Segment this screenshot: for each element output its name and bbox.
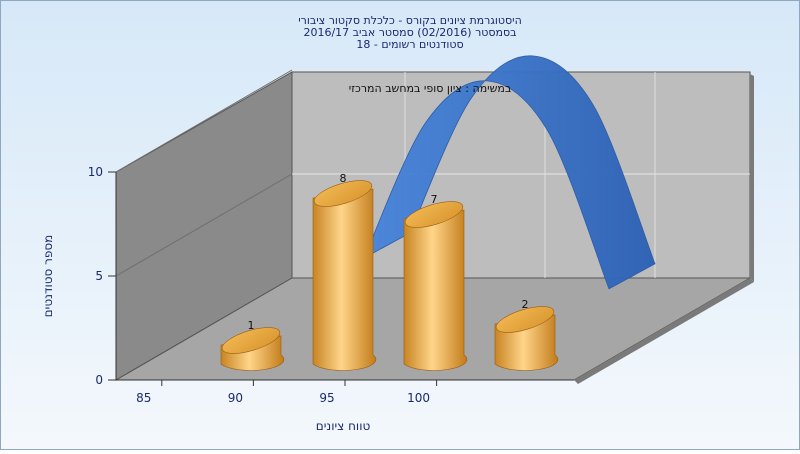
x-tick-label: 85 — [136, 391, 151, 405]
bar-value-label: 1 — [248, 319, 255, 332]
bar-8 — [312, 188, 377, 371]
back-wall-edge — [750, 74, 754, 282]
x-tick-label: 90 — [228, 391, 243, 405]
title-line-3: סטודנטים רשומים - 18 — [356, 38, 463, 51]
y-axis-label: מספר סטודנטים — [41, 235, 55, 318]
bar-value-label: 8 — [340, 172, 347, 185]
grid-depth-line — [115, 173, 293, 277]
bar-cap — [404, 201, 464, 228]
y-axis: 0 5 10 — [88, 165, 117, 387]
bar-value-label: 2 — [522, 298, 529, 311]
trend-ribbon — [363, 55, 656, 290]
title-line-1: היסטוגרמת ציונים בקורס - כלכלת סקטור ציב… — [298, 14, 522, 27]
bar-cap — [313, 180, 373, 207]
x-axis-label: טווח ציונים — [316, 419, 371, 433]
bar-value-label: 7 — [431, 193, 438, 206]
bar-cap — [221, 327, 281, 354]
bar-7 — [403, 209, 468, 371]
floor-edge — [574, 278, 754, 384]
bar-cap — [495, 306, 555, 333]
y-tick-label: 5 — [95, 269, 103, 283]
y-tick-label: 10 — [88, 165, 103, 179]
x-tick-label: 100 — [407, 391, 430, 405]
y-tick-label: 0 — [95, 373, 103, 387]
grid-depth-line — [115, 69, 293, 173]
annotation: במשימה : ציון סופי במחשב המרכזי — [349, 82, 512, 95]
x-tick-label: 95 — [319, 391, 334, 405]
x-axis: 85 90 95 100 — [116, 379, 574, 405]
title-line-2: בסמסטר (02/2016) סמסטר אביב 2016/17 — [303, 26, 516, 39]
trend-ribbon-shape — [363, 55, 656, 290]
